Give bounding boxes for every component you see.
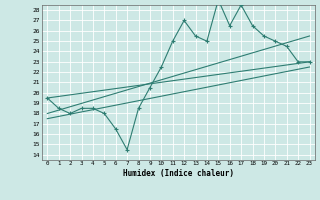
X-axis label: Humidex (Indice chaleur): Humidex (Indice chaleur): [123, 169, 234, 178]
